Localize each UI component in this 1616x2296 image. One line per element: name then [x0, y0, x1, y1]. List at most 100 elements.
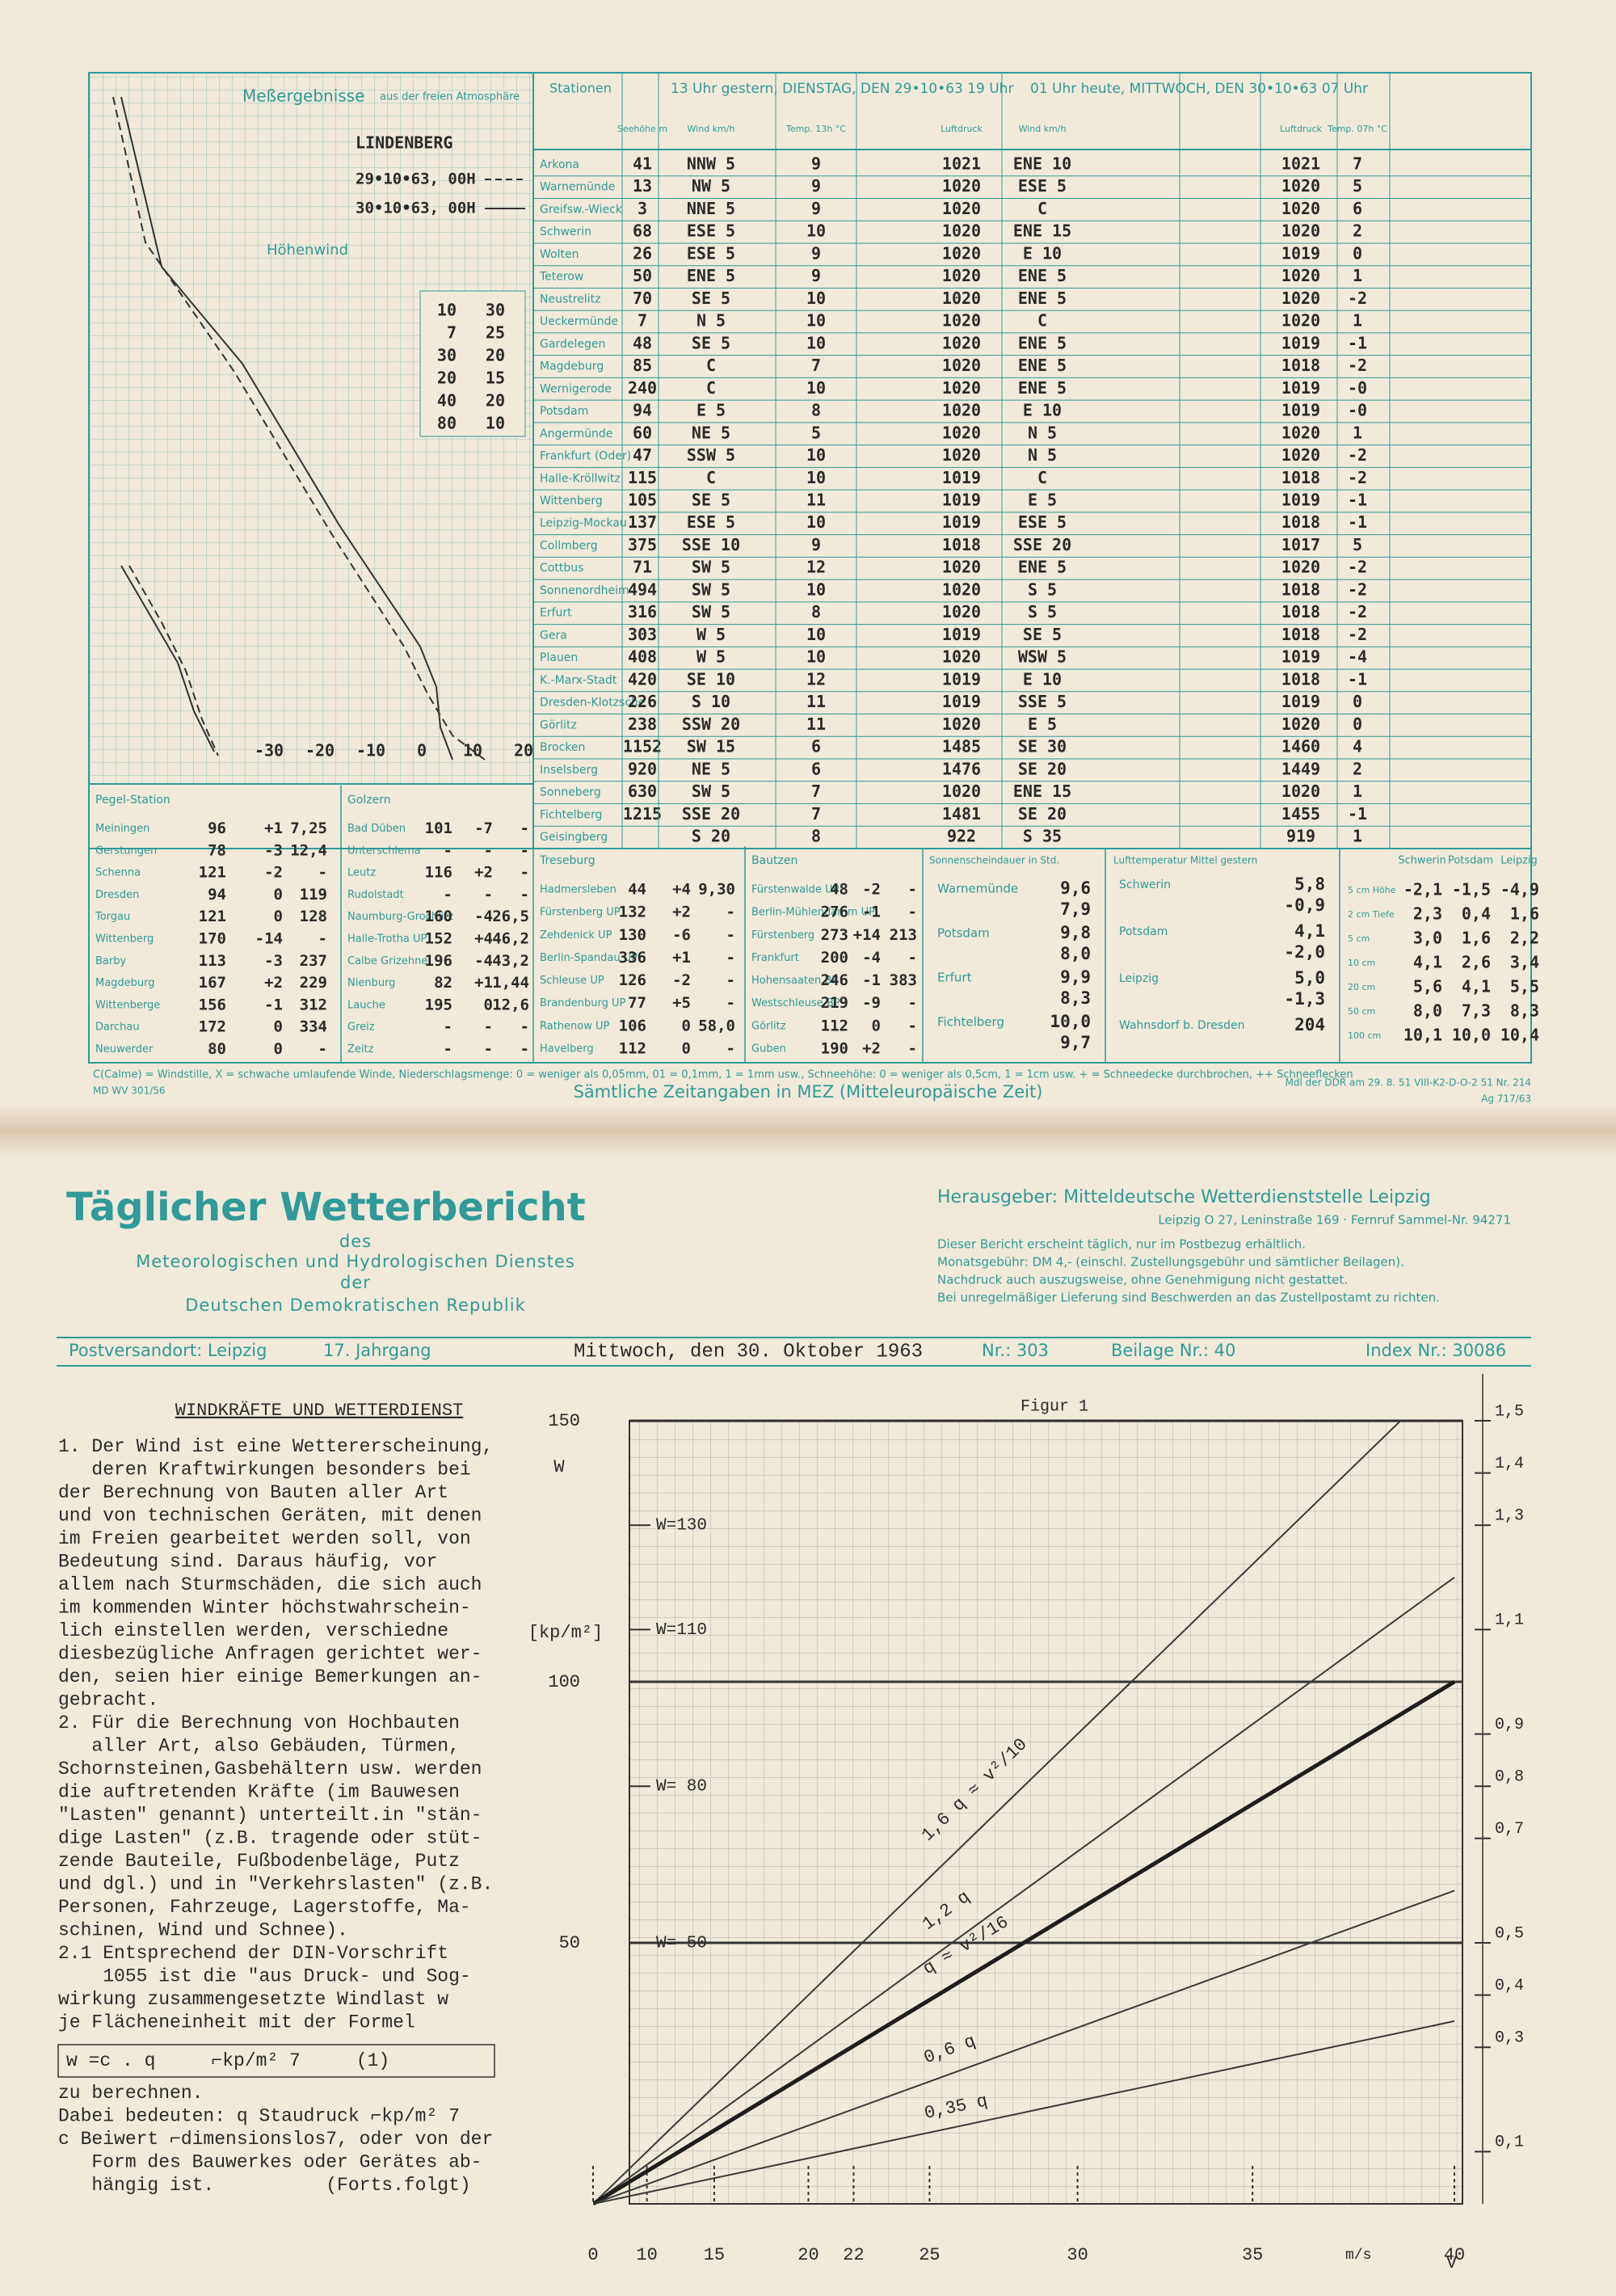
table-cell: 10,0 — [1050, 1012, 1091, 1031]
table-cell: 9,8 — [1060, 923, 1091, 942]
table-cell: 1020 — [1281, 199, 1320, 218]
station-name: Rathenow UP — [540, 1020, 610, 1032]
station-name: Frankfurt — [751, 952, 799, 964]
article-line: zende Bauteile, Fußbodenbeläge, Putz — [58, 1851, 460, 1872]
wind-cell: 15 — [486, 369, 505, 388]
footnote: Mdl der DDR am 29. 8. 51 VIII-K2-D-O-2 5… — [1286, 1077, 1531, 1089]
series-line — [593, 1421, 1402, 2205]
wind-cell: 30 — [437, 346, 457, 365]
table-cell: 1,6 — [1462, 929, 1491, 948]
table-cell: -2 — [1348, 289, 1367, 308]
station-name: Gardelegen — [540, 338, 605, 351]
table-cell: 112 — [821, 1017, 848, 1034]
table-cell: 1460 — [1281, 737, 1320, 756]
info-item: Index Nr.: 30086 — [1366, 1341, 1506, 1360]
table-cell: 2,3 — [1413, 904, 1442, 924]
column-header: Schwerin — [1398, 855, 1446, 867]
article-line: c Beiwert ⌐dimensionslos7, oder von der — [58, 2129, 493, 2150]
footnote: Sämtliche Zeitangaben in MEZ (Mitteleuro… — [574, 1082, 1043, 1102]
table-cell: 0 — [274, 908, 283, 925]
table-cell: ENE 10 — [1013, 154, 1071, 173]
table-cell: 1 — [1353, 827, 1362, 846]
article-line: allem nach Sturmschäden, die sich auch — [58, 1574, 482, 1595]
table-cell: 1018 — [1281, 669, 1320, 689]
c-scale-label: 0,4 — [1495, 1977, 1524, 1995]
article-line: Schornsteinen,Gasbehältern usw. werden — [58, 1759, 482, 1780]
table-cell: 105 — [628, 491, 657, 510]
table-cell: - — [444, 841, 452, 859]
c-scale-label: 0,1 — [1495, 2134, 1524, 2152]
table-cell: C — [706, 356, 716, 375]
station-name: Torgau — [95, 911, 130, 923]
table-cell: 375 — [628, 535, 657, 554]
table-cell: - — [908, 1017, 917, 1034]
station-name: Teterow — [539, 271, 583, 284]
table-cell: S 5 — [1028, 579, 1057, 599]
table-cell: 1019 — [942, 491, 981, 510]
table-cell: - — [520, 841, 529, 859]
table-cell: 7,25 — [290, 819, 327, 837]
table-cell: 26 — [633, 243, 652, 263]
station-name: Sonnenordheim — [540, 584, 629, 597]
table-cell: C — [706, 468, 716, 487]
station-name: Görlitz — [540, 718, 577, 731]
table-cell: 4,1 — [1294, 921, 1325, 941]
station-name: K.-Marx-Stadt — [540, 674, 617, 687]
wind-box — [419, 290, 526, 437]
table-cell: +2 — [862, 1039, 881, 1057]
station-name: Naumburg-Grochlitz — [347, 911, 453, 923]
table-cell: -4 — [474, 908, 493, 925]
info-item: Beilage Nr.: 40 — [1111, 1341, 1235, 1360]
c-scale-label: 0,3 — [1495, 2028, 1524, 2047]
table-cell: 9 — [811, 154, 821, 173]
table-cell: NNW 5 — [687, 154, 735, 173]
x-tick-label: 20 — [514, 741, 533, 760]
c-scale-label: 0,8 — [1495, 1767, 1524, 1786]
row-label: 10 cm — [1348, 958, 1375, 968]
table-cell: 1020 — [1281, 781, 1320, 801]
table-cell: -2 — [1348, 579, 1367, 599]
table-cell: 167 — [199, 974, 226, 992]
table-cell: 1020 — [1281, 176, 1320, 196]
table-cell: 1019 — [1281, 401, 1320, 420]
table-cell: SE 5 — [692, 289, 730, 308]
wind-cell: 20 — [486, 391, 505, 411]
footnote: C(Calme) = Windstille, X = schwache umla… — [93, 1069, 1353, 1081]
table-cell: 1021 — [1281, 154, 1320, 173]
table-cell: 115 — [628, 468, 657, 487]
table-cell: 5 — [1353, 176, 1362, 196]
table-cell: ENE 5 — [1018, 558, 1067, 577]
table-cell: 1 — [1353, 311, 1362, 331]
table-cell: 1476 — [942, 759, 981, 778]
address: Leipzig O 27, Leninstraße 169 · Fernruf … — [1158, 1213, 1511, 1228]
table-cell: 0,4 — [1462, 904, 1491, 924]
x-tick-label: 35 — [1242, 2245, 1263, 2265]
table-cell: - — [444, 886, 452, 904]
table-cell: NE 5 — [692, 423, 730, 442]
table-cell: 48 — [830, 881, 848, 899]
column-header: Leipzig — [1500, 855, 1538, 867]
table-cell: 1018 — [1281, 512, 1320, 532]
station-name: Barby — [95, 955, 126, 967]
masthead-subtitle: des — [339, 1232, 372, 1251]
table-cell: 12,4 — [290, 841, 327, 859]
table-cell: SSE 10 — [682, 535, 740, 554]
table-cell: 0 — [872, 1017, 881, 1034]
station-name: Greifsw.-Wieck — [540, 203, 623, 216]
table-cell: S 10 — [692, 692, 730, 711]
c-scale-label: 0,9 — [1495, 1716, 1524, 1734]
table-cell: C — [1037, 311, 1047, 331]
table-cell: 5,0 — [1294, 968, 1325, 988]
table-cell: 113 — [199, 952, 226, 970]
table-header: Golzern — [347, 794, 391, 807]
station-name: Frankfurt (Oder) — [540, 450, 631, 463]
row-label: 5 cm Höhe — [1348, 885, 1396, 895]
article-line: 2. Für die Berechnung von Hochbauten — [58, 1713, 460, 1734]
profile-line — [120, 565, 215, 752]
table-cell: ESE 5 — [687, 221, 735, 241]
table-cell: 160 — [425, 908, 452, 925]
table-cell: 137 — [628, 512, 657, 532]
table-cell: 0 — [484, 996, 493, 1013]
table-cell: 1019 — [942, 468, 981, 487]
table-cell: 1020 — [1281, 423, 1320, 442]
